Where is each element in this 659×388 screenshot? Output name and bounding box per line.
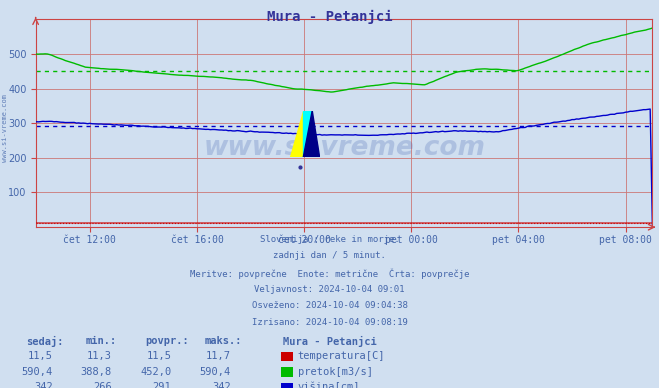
Text: 388,8: 388,8 bbox=[81, 367, 112, 377]
Text: 291: 291 bbox=[153, 382, 171, 388]
Text: Mura - Petanjci: Mura - Petanjci bbox=[283, 336, 377, 346]
Text: sedaj:: sedaj: bbox=[26, 336, 64, 346]
Polygon shape bbox=[303, 111, 312, 157]
Text: 11,7: 11,7 bbox=[206, 351, 231, 361]
Text: 266: 266 bbox=[94, 382, 112, 388]
Text: višina[cm]: višina[cm] bbox=[298, 382, 360, 388]
Text: www.si-vreme.com: www.si-vreme.com bbox=[204, 135, 485, 161]
Text: 590,4: 590,4 bbox=[22, 367, 53, 377]
Text: 11,3: 11,3 bbox=[87, 351, 112, 361]
Text: Meritve: povprečne  Enote: metrične  Črta: povprečje: Meritve: povprečne Enote: metrične Črta:… bbox=[190, 268, 469, 279]
Text: 590,4: 590,4 bbox=[200, 367, 231, 377]
Text: www.si-vreme.com: www.si-vreme.com bbox=[2, 94, 9, 162]
Text: Osveženo: 2024-10-04 09:04:38: Osveženo: 2024-10-04 09:04:38 bbox=[252, 301, 407, 310]
Text: Izrisano: 2024-10-04 09:08:19: Izrisano: 2024-10-04 09:08:19 bbox=[252, 318, 407, 327]
Text: Slovenija / reke in morje.: Slovenija / reke in morje. bbox=[260, 235, 399, 244]
Text: 342: 342 bbox=[34, 382, 53, 388]
Text: povpr.:: povpr.: bbox=[145, 336, 188, 346]
Text: Veljavnost: 2024-10-04 09:01: Veljavnost: 2024-10-04 09:01 bbox=[254, 285, 405, 294]
Polygon shape bbox=[290, 111, 303, 157]
Text: temperatura[C]: temperatura[C] bbox=[298, 351, 386, 361]
Text: pretok[m3/s]: pretok[m3/s] bbox=[298, 367, 373, 377]
Text: 342: 342 bbox=[212, 382, 231, 388]
Polygon shape bbox=[303, 111, 320, 157]
Text: 11,5: 11,5 bbox=[146, 351, 171, 361]
Text: maks.:: maks.: bbox=[204, 336, 242, 346]
Text: 452,0: 452,0 bbox=[140, 367, 171, 377]
Text: 11,5: 11,5 bbox=[28, 351, 53, 361]
Text: min.:: min.: bbox=[86, 336, 117, 346]
Text: Mura - Petanjci: Mura - Petanjci bbox=[267, 10, 392, 24]
Text: zadnji dan / 5 minut.: zadnji dan / 5 minut. bbox=[273, 251, 386, 260]
